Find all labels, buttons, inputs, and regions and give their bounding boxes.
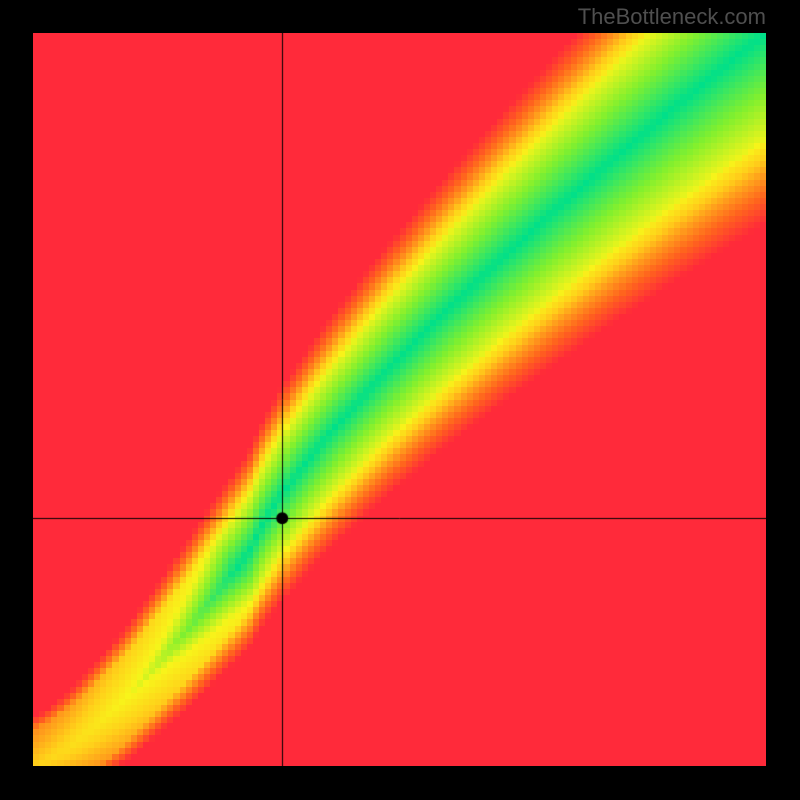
attribution-text: TheBottleneck.com (578, 4, 766, 30)
bottleneck-heatmap (33, 33, 766, 766)
plot-area (33, 33, 766, 766)
chart-container: { "attribution": "TheBottleneck.com", "c… (0, 0, 800, 800)
